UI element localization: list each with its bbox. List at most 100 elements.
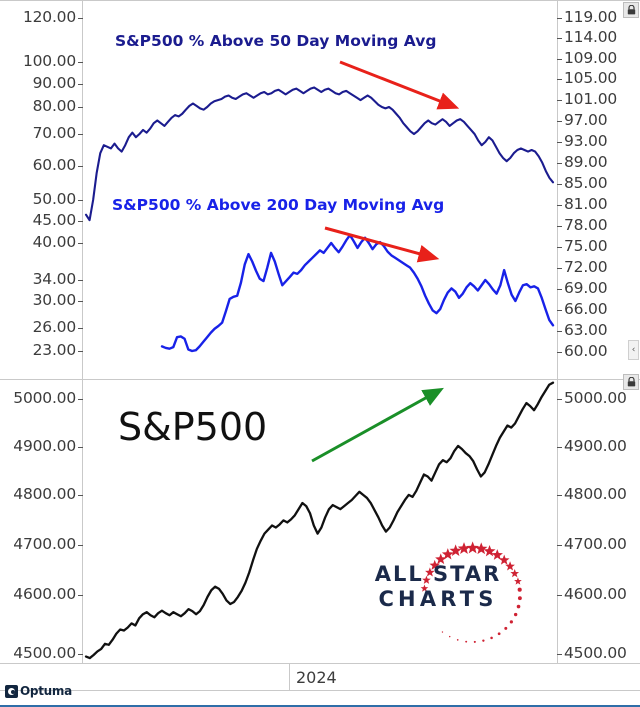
axis-tick-label: 69.00 [564,279,608,297]
axis-tick-label: 93.00 [564,132,608,150]
watermark-dot [504,626,508,630]
lock-icon [627,5,635,15]
watermark-dot [456,639,459,641]
lock-icon [627,377,635,387]
optuma-logo-icon [5,684,18,698]
axis-tick-mark [557,163,562,164]
axis-tick-label: 60.00 [32,156,77,174]
annotation-ma200-label: S&P500 % Above 200 Day Moving Avg [112,196,445,214]
axis-tick-label: 4700.00 [564,535,627,553]
top-border [0,0,640,1]
axis-tick-mark [78,18,83,19]
axis-tick-label: 72.00 [564,258,608,276]
axis-tick-mark [78,107,83,108]
axis-tick-mark [557,310,562,311]
watermark-text: ALL STAR CHARTS [368,562,508,612]
axis-tick-mark [557,226,562,227]
watermark-dot [509,620,513,624]
axis-tick-mark [557,331,562,332]
lock-icon-top-axis[interactable] [623,2,639,18]
axis-tick-label: 60.00 [564,342,608,360]
axis-tick-mark [557,121,562,122]
watermark-star [483,544,496,557]
axis-tick-mark [78,84,83,85]
axis-tick-mark [557,142,562,143]
axis-tick-label: 50.00 [32,190,77,208]
axis-tick-mark [557,247,562,248]
watermark-line-2: CHARTS [378,586,498,611]
axis-tick-mark [557,289,562,290]
axis-tick-mark [78,243,83,244]
axis-tick-mark [557,38,562,39]
watermark-star [429,559,440,570]
axis-tick-mark [78,328,83,329]
x-axis-strip[interactable] [0,663,640,691]
axis-tick-label: 30.00 [32,291,77,309]
axis-tick-label: 5000.00 [564,389,627,407]
axis-tick-mark [78,62,83,63]
axis-tick-mark [78,495,83,496]
axis-tick-label: 80.00 [32,97,77,115]
axis-tick-label: 4700.00 [13,535,76,553]
axis-tick-label: 4800.00 [13,485,76,503]
axis-tick-label: 119.00 [564,8,618,26]
axis-tick-mark [557,79,562,80]
axis-tick-mark [78,200,83,201]
all-star-charts-watermark: ALL STAR CHARTS [368,540,543,650]
axis-tick-label: 70.00 [32,124,77,142]
watermark-star [505,561,515,571]
status-bar [0,691,640,707]
watermark-dot [517,596,522,601]
watermark-star [475,542,488,555]
collapse-panel-chevron-icon[interactable]: ‹ [628,340,639,360]
axis-tick-mark [78,595,83,596]
axis-tick-label: 4800.00 [564,485,627,503]
axis-tick-mark [78,399,83,400]
watermark-star [510,568,520,578]
axis-tick-label: 4500.00 [13,644,76,662]
axis-tick-mark [557,18,562,19]
axis-tick-mark [557,545,562,546]
axis-tick-mark [78,545,83,546]
axis-tick-mark [78,134,83,135]
watermark-star [420,584,429,592]
axis-tick-mark [557,447,562,448]
axis-tick-label: 45.00 [32,211,77,229]
axis-tick-label: 4900.00 [13,437,76,455]
axis-tick-label: 66.00 [564,300,608,318]
axis-tick-mark [78,166,83,167]
axis-tick-label: 97.00 [564,111,608,129]
price-chart-panel[interactable] [0,380,640,663]
panel-divider[interactable] [0,379,640,380]
axis-tick-label: 26.00 [32,318,77,336]
watermark-dot [490,636,493,640]
axis-tick-label: 75.00 [564,237,608,255]
watermark-dot [449,635,451,638]
axis-tick-label: 89.00 [564,153,608,171]
axis-tick-label: 78.00 [564,216,608,234]
watermark-star [435,553,447,565]
watermark-star [514,577,522,585]
axis-tick-mark [557,268,562,269]
axis-tick-label: 81.00 [564,195,608,213]
axis-tick-mark [78,654,83,655]
axis-tick-mark [557,205,562,206]
watermark-star [466,541,479,554]
axis-tick-label: 90.00 [32,74,77,92]
axis-tick-label: 4500.00 [564,644,627,662]
watermark-star [422,575,431,584]
watermark-star [449,544,462,557]
breadth-chart-panel[interactable] [0,0,640,380]
watermark-dot [482,639,485,642]
axis-tick-mark [557,59,562,60]
axis-tick-mark [557,184,562,185]
lock-icon-bottom-axis[interactable] [623,374,639,390]
axis-tick-label: 5000.00 [13,389,76,407]
x-axis-separator [289,663,290,691]
annotation-ma50-label: S&P500 % Above 50 Day Moving Avg [115,32,437,50]
axis-tick-label: 120.00 [22,8,76,26]
axis-tick-label: 4600.00 [13,585,76,603]
axis-tick-mark [557,495,562,496]
axis-tick-mark [78,280,83,281]
price-panel-title: S&P500 [118,405,268,449]
